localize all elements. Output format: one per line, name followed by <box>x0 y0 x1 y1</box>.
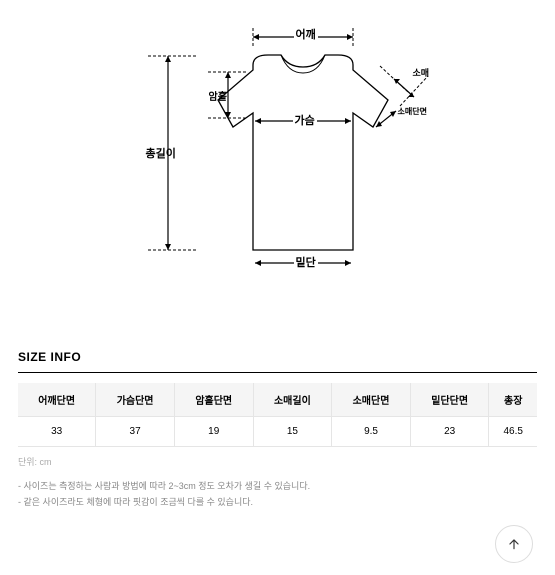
table-header: 소매단면 <box>332 383 411 417</box>
section-divider <box>18 372 537 373</box>
table-header: 총장 <box>489 383 537 417</box>
size-notes: - 사이즈는 측정하는 사람과 방법에 따라 2~3cm 정도 오차가 생길 수… <box>18 478 537 510</box>
table-cell: 33 <box>18 417 96 447</box>
table-row: 333719159.52346.5 <box>18 417 537 447</box>
table-header: 암홀단면 <box>174 383 253 417</box>
sleeve-label: 소매 <box>413 66 430 79</box>
table-cell: 9.5 <box>332 417 411 447</box>
sleeve-hem-label: 소매단면 <box>398 106 427 117</box>
scroll-top-button[interactable] <box>495 525 533 563</box>
unit-label: 단위: cm <box>18 455 537 468</box>
arrow-up-icon <box>507 537 521 551</box>
chest-label: 가슴 <box>293 112 317 128</box>
size-table: 어깨단면가슴단면암홀단면소매길이소매단면밑단단면총장 333719159.523… <box>18 383 537 447</box>
table-cell: 37 <box>96 417 175 447</box>
table-header: 어깨단면 <box>18 383 96 417</box>
tshirt-size-diagram: 어깨 소매 소매단면 암홀 가슴 총길이 <box>108 20 448 280</box>
table-cell: 46.5 <box>489 417 537 447</box>
table-cell: 19 <box>174 417 253 447</box>
total-length-label: 총길이 <box>146 145 176 161</box>
table-cell: 15 <box>253 417 332 447</box>
note-line: - 같은 사이즈라도 체형에 따라 핏감이 조금씩 다를 수 있습니다. <box>18 494 537 510</box>
armhole-label: 암홀 <box>209 88 227 103</box>
table-header: 밑단단면 <box>410 383 489 417</box>
size-info-title: SIZE INFO <box>18 350 555 364</box>
shoulder-label: 어깨 <box>294 26 318 42</box>
hem-label: 밑단 <box>294 254 318 270</box>
table-cell: 23 <box>410 417 489 447</box>
note-line: - 사이즈는 측정하는 사람과 방법에 따라 2~3cm 정도 오차가 생길 수… <box>18 478 537 494</box>
table-header: 소매길이 <box>253 383 332 417</box>
table-header: 가슴단면 <box>96 383 175 417</box>
